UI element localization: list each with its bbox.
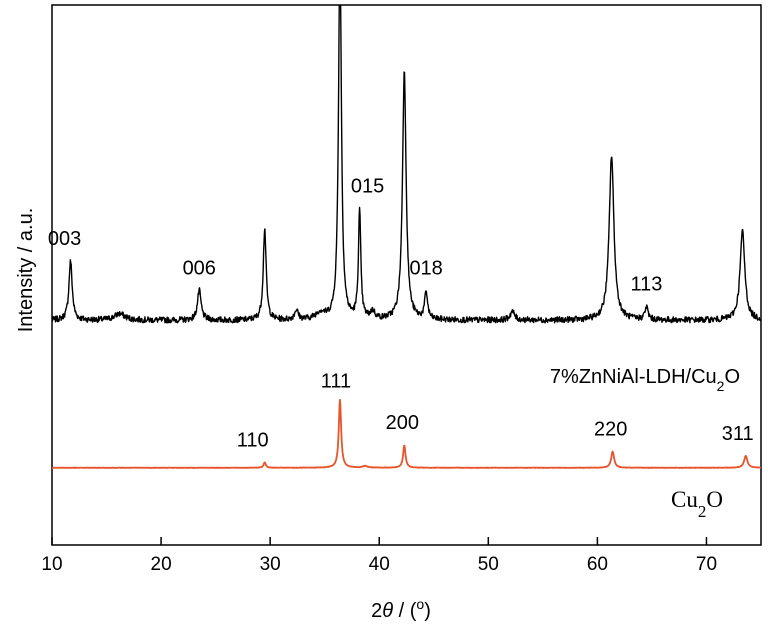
- x-tick-label: 70: [696, 554, 717, 575]
- plot-frame: [51, 4, 762, 546]
- hkl-label: 006: [183, 257, 216, 279]
- hkl-label: 110: [237, 429, 269, 451]
- hkl-label: 113: [631, 274, 663, 296]
- series-layer: [52, 5, 761, 469]
- series-line-0: [52, 5, 761, 324]
- x-axis: 10 20 30 40 50 60 70: [41, 537, 717, 575]
- x-axis-title: 2θ / (o): [371, 596, 431, 622]
- x-tick-label: 10: [41, 554, 62, 575]
- x-tick-label: 40: [369, 554, 390, 575]
- series-label-ldh: 7%ZnNiAl-LDH/Cu2O: [550, 366, 740, 394]
- x-tick-label: 50: [478, 554, 499, 575]
- y-axis-title: Intensity / a.u.: [15, 208, 37, 333]
- peak-labels: 003 006 015 018 113 110 111 200 220 311: [48, 175, 754, 451]
- x-tick-label: 30: [260, 554, 281, 575]
- hkl-label: 003: [48, 228, 81, 250]
- hkl-label: 311: [722, 423, 754, 445]
- series-label-cu2o: Cu2O: [671, 487, 723, 521]
- hkl-label: 018: [409, 258, 442, 280]
- x-tick-label: 20: [151, 554, 172, 575]
- hkl-label: 111: [321, 371, 351, 393]
- hkl-label: 015: [351, 175, 384, 197]
- hkl-label: 200: [386, 412, 419, 434]
- hkl-label: 220: [594, 419, 627, 441]
- series-line-1: [52, 398, 761, 469]
- x-tick-label: 60: [587, 554, 608, 575]
